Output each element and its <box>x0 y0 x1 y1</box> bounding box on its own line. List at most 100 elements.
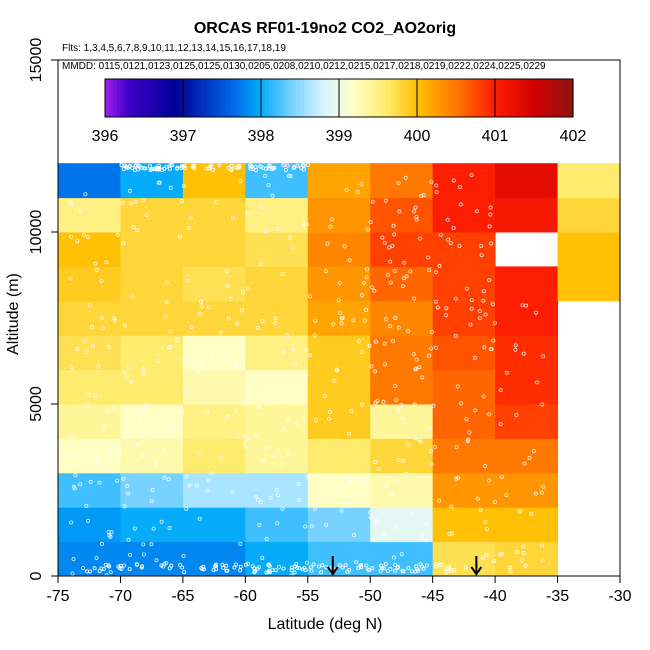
sample-point <box>289 568 294 573</box>
sample-point <box>296 481 301 486</box>
sample-point <box>94 267 99 272</box>
sample-point <box>258 500 263 505</box>
sample-point <box>141 542 146 547</box>
colorbar-segment <box>428 79 434 117</box>
heatmap-cell <box>557 266 621 302</box>
heatmap-cell <box>245 369 309 405</box>
colorbar-segment <box>389 79 395 117</box>
sample-point <box>448 568 453 573</box>
heatmap-cell <box>182 300 246 336</box>
sample-point <box>122 323 127 328</box>
heatmap-cell <box>432 438 496 474</box>
sample-point <box>381 399 386 404</box>
colorbar-segment <box>456 79 461 117</box>
colorbar-segment <box>432 79 438 117</box>
colorbar-segment <box>147 79 153 117</box>
sample-point <box>344 187 349 192</box>
colorbar-segment <box>144 79 149 117</box>
sample-point <box>181 554 186 559</box>
sample-point <box>71 453 76 458</box>
sample-point <box>481 394 486 399</box>
sample-point <box>368 515 373 520</box>
sample-point <box>434 562 439 567</box>
sample-point <box>539 490 544 495</box>
sample-point <box>520 303 525 308</box>
sample-point <box>271 454 276 459</box>
sample-point <box>340 565 345 570</box>
colorbar-segment <box>264 79 270 117</box>
sample-point <box>275 521 280 526</box>
sample-point <box>424 563 429 568</box>
sample-point <box>71 557 76 562</box>
sample-point <box>513 343 518 348</box>
sample-point <box>499 474 504 479</box>
heatmap-cell <box>307 541 371 577</box>
colorbar-segment <box>557 79 562 117</box>
heatmap-cells <box>58 163 621 577</box>
sample-point <box>369 364 374 369</box>
sample-point <box>322 394 327 399</box>
colorbar-segment <box>186 79 192 117</box>
sample-point <box>139 565 144 570</box>
sample-point <box>99 279 104 284</box>
sample-point <box>214 200 219 205</box>
heatmap-cell <box>182 197 246 233</box>
sample-point <box>430 330 435 335</box>
sample-point <box>239 356 244 361</box>
sample-point <box>520 558 525 563</box>
colorbar-segment <box>276 79 282 117</box>
sample-point <box>134 562 139 567</box>
sample-point <box>182 570 187 575</box>
sample-point <box>230 490 235 495</box>
heatmap-cell <box>120 369 184 405</box>
sample-point <box>103 562 108 567</box>
sample-point <box>92 566 97 571</box>
sample-point <box>297 498 302 503</box>
sample-point <box>334 368 339 373</box>
colorbar-segment <box>537 79 543 117</box>
sample-point <box>434 270 439 275</box>
sample-point <box>463 565 468 570</box>
sample-point <box>70 571 75 576</box>
sample-point <box>370 566 375 571</box>
sample-point <box>159 519 164 524</box>
sample-point <box>396 181 401 186</box>
sample-point <box>403 175 408 180</box>
sample-point <box>481 298 486 303</box>
colorbar-segment <box>374 79 379 117</box>
colorbar-segment <box>378 79 383 117</box>
colorbar-segment <box>280 79 285 117</box>
colorbar-segment <box>303 79 309 117</box>
sample-point <box>186 278 191 283</box>
sample-point <box>229 167 234 172</box>
sample-point <box>168 185 173 190</box>
sample-point <box>243 562 248 567</box>
heatmap-cell <box>557 232 621 267</box>
sample-point <box>267 568 272 573</box>
sample-point <box>514 550 519 555</box>
sample-point <box>164 300 169 305</box>
sample-point <box>447 564 452 569</box>
sample-point <box>373 400 378 405</box>
heatmap-cell <box>495 369 559 405</box>
colorbar-segment <box>569 79 574 117</box>
sample-point <box>83 192 88 197</box>
sample-point <box>468 322 473 327</box>
sample-point <box>348 480 353 485</box>
sample-point <box>149 166 154 171</box>
heatmap-cell <box>307 404 371 439</box>
colorbar-segment <box>420 79 426 117</box>
sample-point <box>211 167 216 172</box>
sample-point <box>448 240 453 245</box>
sample-point <box>388 280 393 285</box>
colorbar-segment <box>565 79 570 117</box>
sample-point <box>169 163 174 168</box>
sample-point <box>199 361 204 366</box>
sample-point <box>429 180 434 185</box>
heatmap-cell <box>58 472 121 508</box>
sample-point <box>329 217 334 222</box>
sample-point <box>149 542 154 547</box>
colorbar-segment <box>218 79 223 117</box>
sample-point <box>482 345 487 350</box>
y-tick-label: 5000 <box>28 386 45 422</box>
